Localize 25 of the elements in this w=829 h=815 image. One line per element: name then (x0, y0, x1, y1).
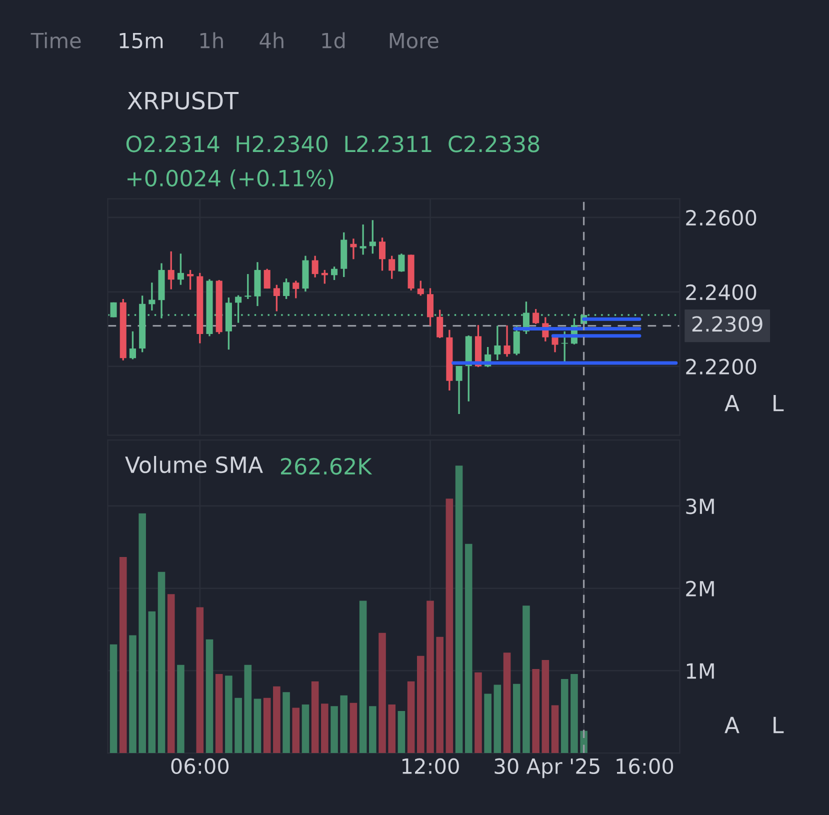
text: Volume SMA (125, 456, 263, 474)
text: Time (30, 32, 81, 48)
text: L (774, 716, 784, 734)
y-tick-label: 2.2200 (686, 358, 756, 375)
text: 1d (322, 32, 345, 48)
text: 4h (260, 32, 284, 48)
text: O2.2314 H2.2340 L2.2311 C2.2338 (126, 136, 540, 152)
text: 1h (200, 32, 223, 48)
annotation: 262.62K (281, 458, 372, 475)
x-tick-label: 30 Apr '25 16:00 (494, 758, 674, 778)
text: A (724, 716, 740, 734)
ref-line-label: 2.2309 (692, 316, 762, 332)
text: +0.0024 (+0.11%) (128, 169, 334, 190)
x-tick-label: 12:00 (402, 758, 459, 774)
y-tick-label: 3M (686, 498, 714, 514)
y-tick-label: 2.2600 (686, 210, 756, 226)
text: L (774, 394, 784, 412)
y-tick-label: 1M (686, 663, 714, 679)
x-tick-label: 06:00 (171, 758, 229, 774)
chart-title: XRPUSDT (128, 92, 239, 110)
text: More (390, 32, 438, 48)
y-tick-label: 2M (686, 580, 714, 596)
y-tick-label: 2.2400 (686, 284, 756, 300)
text: 15m (120, 32, 163, 48)
text: A (724, 394, 740, 412)
